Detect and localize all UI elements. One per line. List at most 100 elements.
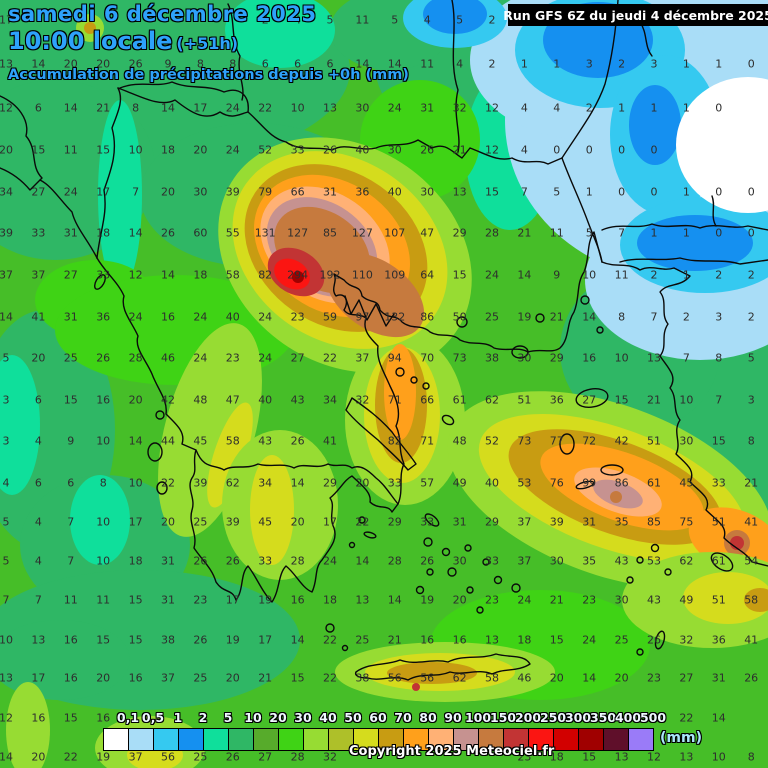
- grid-value: 11: [549, 226, 564, 240]
- grid-value: 45: [679, 476, 694, 490]
- copyright: Copyright 2025 Meteociel.fr: [349, 744, 555, 759]
- grid-value: 94: [387, 351, 402, 365]
- grid-value: 72: [582, 434, 597, 448]
- grid-value: 2: [585, 101, 593, 115]
- grid-value: 18: [193, 268, 208, 282]
- grid-value: 51: [711, 515, 726, 529]
- grid-value: 27: [290, 351, 305, 365]
- grid-value: 20: [31, 750, 46, 764]
- grid-value: 33: [96, 268, 111, 282]
- grid-value: 5: [2, 515, 10, 529]
- legend-label: 20: [269, 710, 287, 725]
- grid-value: 32: [452, 101, 467, 115]
- grid-value: 26: [193, 554, 208, 568]
- grid-value: 58: [225, 434, 240, 448]
- grid-value: 6: [326, 57, 334, 71]
- grid-value: 31: [323, 185, 337, 199]
- grid-value: 4: [34, 434, 42, 448]
- grid-value: 30: [614, 593, 629, 607]
- grid-value: 30: [193, 185, 208, 199]
- grid-value: 0: [715, 226, 723, 240]
- grid-value: 10: [128, 476, 143, 490]
- grid-value: 29: [549, 351, 564, 365]
- grid-value: 23: [582, 593, 597, 607]
- grid-value: 3: [2, 434, 10, 448]
- grid-value: 22: [679, 711, 694, 725]
- grid-value: 51: [517, 393, 532, 407]
- grid-value: 14: [128, 226, 143, 240]
- grid-value: 39: [225, 515, 240, 529]
- grid-value: 20: [31, 351, 46, 365]
- grid-value: 33: [387, 476, 402, 490]
- grid-value: 28: [485, 226, 499, 240]
- grid-value: 13: [679, 750, 694, 764]
- grid-value: 6: [34, 393, 42, 407]
- grid-value: 25: [614, 633, 629, 647]
- grid-value: 19: [517, 310, 532, 324]
- grid-value: 1: [618, 101, 626, 115]
- grid-value: 39: [225, 185, 240, 199]
- grid-value: 4: [2, 476, 10, 490]
- legend-color-box: [378, 728, 403, 751]
- grid-value: 20: [96, 57, 111, 71]
- grid-value: 10: [96, 434, 111, 448]
- legend-label: 1: [173, 710, 183, 725]
- grid-value: 30: [387, 143, 402, 157]
- grid-value: 59: [323, 310, 337, 324]
- grid-value: 23: [193, 593, 208, 607]
- grid-value: 0: [747, 226, 755, 240]
- grid-value: 37: [128, 750, 143, 764]
- grid-value: 17: [225, 593, 240, 607]
- grid-value: 46: [517, 671, 532, 685]
- grid-value: 22: [323, 351, 337, 365]
- legend-label: 30: [294, 710, 312, 725]
- grid-value: 13: [323, 101, 337, 115]
- grid-value: 33: [31, 226, 46, 240]
- grid-value: 53: [647, 554, 661, 568]
- grid-value: 15: [96, 143, 111, 157]
- grid-value: 36: [96, 310, 111, 324]
- grid-value: 127: [287, 226, 309, 240]
- grid-value: 14: [63, 101, 78, 115]
- legend-color-box: [278, 728, 303, 751]
- grid-value: 49: [679, 593, 694, 607]
- grid-value: 56: [387, 671, 402, 685]
- grid-value: 17: [128, 515, 143, 529]
- grid-value: 16: [582, 351, 597, 365]
- grid-value: 76: [549, 476, 564, 490]
- grid-value: 56: [161, 750, 175, 764]
- grid-value: 14: [0, 310, 13, 324]
- grid-value: 10: [290, 101, 305, 115]
- grid-value: 0: [747, 57, 755, 71]
- grid-value: 9: [164, 57, 172, 71]
- grid-value: 11: [63, 593, 78, 607]
- grid-value: 24: [225, 143, 240, 157]
- grid-value: 17: [323, 515, 337, 529]
- grid-value: 16: [161, 310, 175, 324]
- grid-value: 22: [323, 633, 337, 647]
- grid-value: 15: [614, 393, 629, 407]
- grid-value: 7: [132, 185, 140, 199]
- grid-value: 20: [355, 476, 370, 490]
- grid-value: 40: [485, 476, 499, 490]
- grid-value: 37: [31, 268, 46, 282]
- grid-value: 61: [647, 476, 661, 490]
- grid-value: 22: [355, 515, 370, 529]
- grid-value: 12: [485, 101, 499, 115]
- legend-label: 0,5: [141, 710, 165, 725]
- grid-value: 26: [225, 554, 240, 568]
- grid-value: 33: [420, 515, 435, 529]
- grid-value: 14: [387, 57, 402, 71]
- grid-value: 127: [351, 226, 373, 240]
- grid-value: 26: [744, 671, 759, 685]
- grid-value: 2: [618, 57, 626, 71]
- grid-value: 30: [452, 554, 467, 568]
- legend-color-box: [178, 728, 203, 751]
- legend-color-box: [153, 728, 178, 751]
- grid-value: 21: [517, 226, 532, 240]
- coastlines: [0, 0, 768, 681]
- grid-value: 30: [420, 185, 435, 199]
- legend-label: 10: [244, 710, 262, 725]
- grid-value: 85: [323, 226, 337, 240]
- grid-value: 21: [387, 633, 402, 647]
